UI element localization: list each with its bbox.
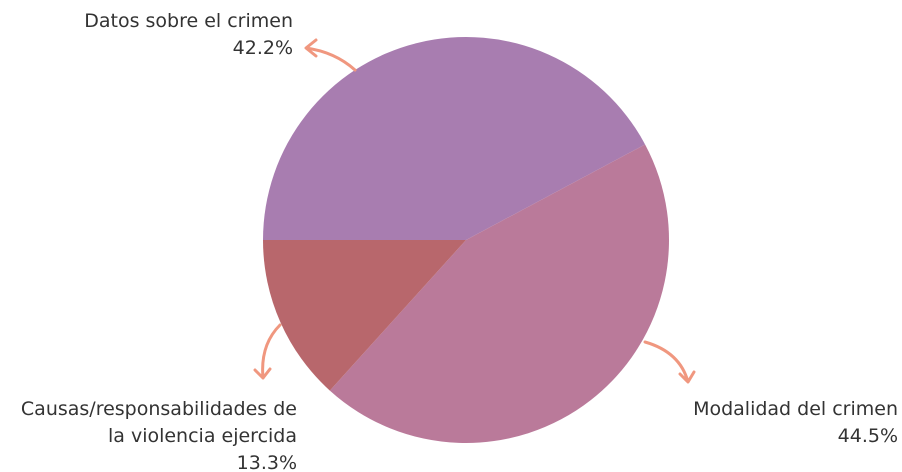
label-value: 13.3% — [236, 452, 297, 472]
arrow — [304, 38, 357, 72]
label-name: Causas/responsabilidades de la violencia… — [20, 398, 297, 447]
label-value: 44.5% — [837, 425, 898, 447]
slice-label: Datos sobre el crimen 42.2% — [0, 8, 293, 62]
arrow — [643, 340, 696, 384]
slice-label: Modalidad del crimen 44.5% — [598, 396, 898, 450]
slice-label: Causas/responsabilidades de la violencia… — [5, 396, 297, 472]
pie-slice — [263, 37, 646, 241]
pie-slice — [263, 240, 466, 391]
label-name: Modalidad del crimen — [693, 398, 898, 420]
label-value: 42.2% — [232, 37, 293, 59]
arrow — [253, 323, 282, 380]
label-name: Datos sobre el crimen — [84, 10, 293, 32]
pie-slice — [329, 144, 669, 444]
